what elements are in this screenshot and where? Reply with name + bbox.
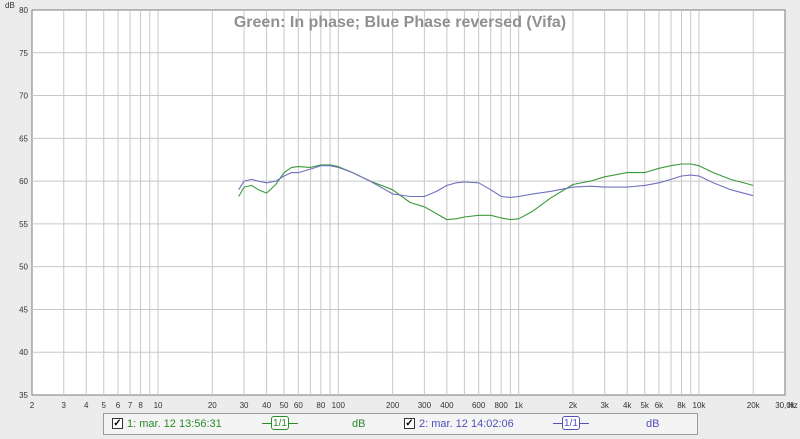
trace1-smoothing-value: 1/1	[271, 416, 289, 430]
trace2-label[interactable]: 2: mar. 12 14:02:06	[419, 418, 514, 430]
y-tick-label: 50	[19, 263, 28, 272]
grid	[32, 10, 785, 395]
x-tick-label: 6	[116, 401, 121, 410]
series-1-line	[238, 163, 754, 221]
x-tick-label: 800	[495, 401, 509, 410]
y-tick-label: 65	[19, 134, 28, 143]
x-tick-label: 10k	[693, 401, 707, 410]
x-tick-label: 3	[62, 401, 67, 410]
x-tick-label: 4k	[623, 401, 632, 410]
x-tick-label: 10	[154, 401, 163, 410]
x-tick-label: 100	[332, 401, 346, 410]
trace2-smoothing[interactable]: 1/1	[553, 416, 589, 432]
x-tick-label: 200	[386, 401, 400, 410]
x-tick-label: 20k	[747, 401, 761, 410]
x-tick-label: 6k	[655, 401, 664, 410]
x-tick-label: 1k	[514, 401, 523, 410]
x-tick-label: 4	[84, 401, 89, 410]
y-tick-label: 80	[19, 6, 28, 15]
x-tick-label: 8k	[677, 401, 686, 410]
x-tick-label: 600	[472, 401, 486, 410]
trace2-smoothing-value: 1/1	[562, 416, 580, 430]
legend-bar: ✓ 1: mar. 12 13:56:31 1/1 dB ✓ 2: mar. 1…	[103, 413, 698, 435]
y-tick-label: 70	[19, 92, 28, 101]
y-tick-label: 75	[19, 49, 28, 58]
y-tick-label: 40	[19, 348, 28, 357]
y-tick-label: 60	[19, 177, 28, 186]
x-tick-label: 2	[30, 401, 35, 410]
x-tick-label: 50	[280, 401, 289, 410]
x-tick-label: 7	[128, 401, 133, 410]
y-tick-label: 45	[19, 305, 28, 314]
trace1-smoothing[interactable]: 1/1	[262, 416, 298, 432]
series-2-line	[238, 165, 754, 198]
frequency-response-chart: Green: In phase; Blue Phase reversed (Vi…	[5, 1, 798, 410]
x-tick-label: 8	[138, 401, 143, 410]
x-tick-label: 5k	[640, 401, 649, 410]
x-tick-labels: 2 3 4 5 6 7 8 10 20 30 40 50 60 80 100 200 300 400 600 800 1…	[30, 401, 796, 410]
x-tick-label: 400	[440, 401, 454, 410]
chart-title: Green: In phase; Blue Phase reversed (Vi…	[234, 14, 566, 31]
x-tick-label: 30	[240, 401, 249, 410]
trace2-unit: dB	[646, 418, 660, 430]
trace1-label[interactable]: 1: mar. 12 13:56:31	[127, 418, 222, 430]
plot-area	[31, 9, 786, 396]
trace1-unit: dB	[352, 418, 366, 430]
x-unit-label: Hz	[788, 401, 798, 410]
y-tick-labels: 35 40 45 50 55 60 65 70 75 80	[19, 6, 28, 400]
x-tick-label: 30,0k	[775, 401, 796, 410]
y-tick-label: 55	[19, 220, 28, 229]
trace2-checkbox[interactable]: ✓	[404, 418, 415, 429]
x-tick-label: 3k	[600, 401, 609, 410]
series-layer	[238, 163, 754, 221]
x-tick-label: 80	[316, 401, 325, 410]
x-tick-label: 300	[418, 401, 432, 410]
y-unit-label: dB	[5, 1, 15, 10]
x-tick-label: 5	[102, 401, 107, 410]
x-tick-label: 20	[208, 401, 217, 410]
x-tick-label: 60	[294, 401, 303, 410]
x-tick-label: 2k	[569, 401, 578, 410]
x-tick-label: 40	[262, 401, 271, 410]
trace1-checkbox[interactable]: ✓	[112, 418, 123, 429]
y-tick-label: 35	[19, 391, 28, 400]
